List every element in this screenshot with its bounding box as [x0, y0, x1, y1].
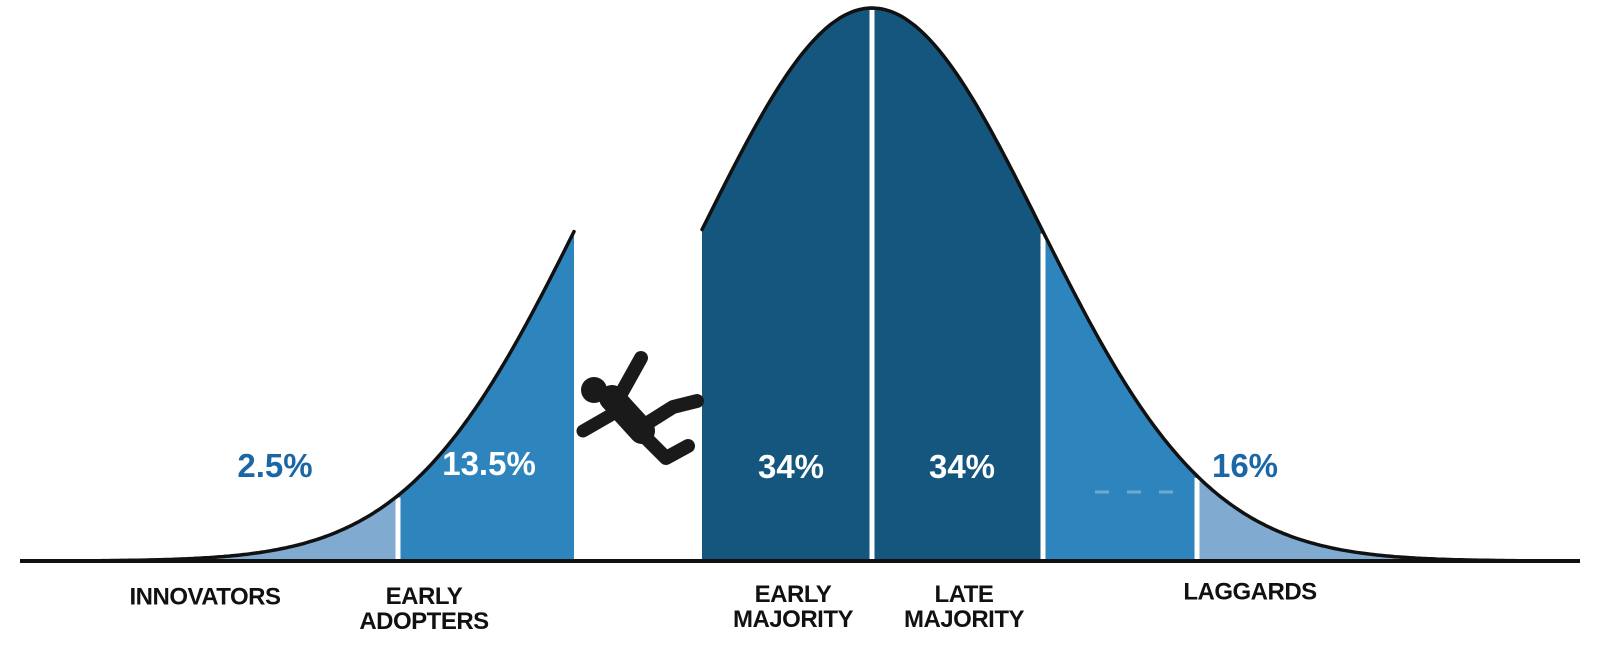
curve-layers [20, 6, 1580, 563]
late-majority-percent-label: 34% [928, 448, 996, 485]
innovators-label: INNOVATORS [129, 583, 281, 611]
early-adopters-label: EARLY ADOPTERS [359, 583, 489, 635]
segment-fill [398, 231, 574, 561]
curve-outline-right [700, 6, 1580, 563]
segment-fill [1197, 475, 1578, 561]
segment-fill [1043, 231, 1197, 561]
innovators-percent-label: 2.5% [237, 447, 313, 484]
early-majority-label: EARLY MAJORITY [732, 581, 854, 633]
laggards-percent-label: 16% [1211, 447, 1279, 484]
late-majority-label: LATE MAJORITY [903, 581, 1025, 633]
early-majority-percent-label: 34% [757, 448, 825, 485]
falling-person-icon [576, 351, 704, 465]
early-adopters-percent-label: 13.5% [442, 445, 536, 482]
laggards-label: LAGGARDS [1183, 578, 1317, 606]
